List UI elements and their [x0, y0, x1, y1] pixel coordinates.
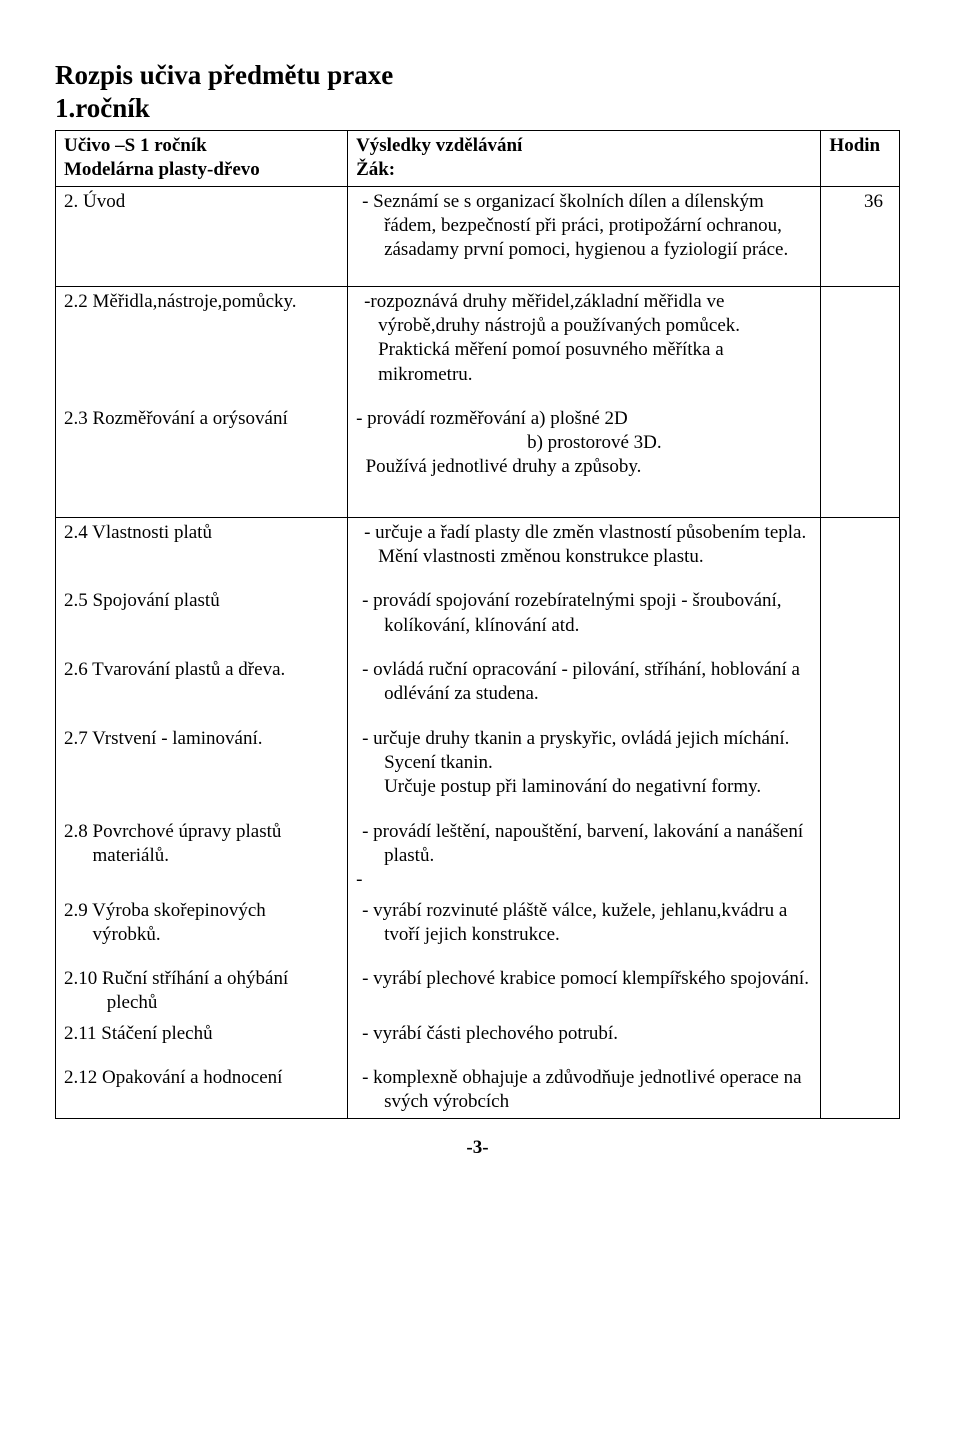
row-27-left: 2.7 Vrstvení - laminování.: [56, 724, 348, 817]
row-211-left: 2.11 Stáčení plechů: [56, 1019, 348, 1063]
row-28-mid-l2: -: [356, 868, 814, 892]
col2-header-l1: Výsledky vzdělávání: [356, 135, 522, 156]
row-22-right: [821, 286, 900, 404]
col1-header-l1: Učivo –S 1 ročník: [64, 135, 207, 156]
row-26-mid: - ovládá ruční opracování - pilování, st…: [348, 655, 821, 724]
row-29-mid: - vyrábí rozvinuté pláště válce, kužele,…: [348, 896, 821, 965]
row-22-left: 2.2 Měřidla,nástroje,pomůcky.: [56, 286, 348, 404]
row-29-left-l2: výrobků.: [64, 924, 161, 945]
row-26-right: [821, 655, 900, 724]
row-28-right: [821, 817, 900, 896]
row-26-left: 2.6 Tvarování plastů a dřeva.: [56, 655, 348, 724]
row-25-left: 2.5 Spojování plastů: [56, 586, 348, 655]
table-row: 2.9 Výroba skořepinových výrobků. - vyrá…: [56, 896, 900, 965]
row-24-right: [821, 517, 900, 586]
row-25-mid-text: - provádí spojování rozebíratelnými spoj…: [356, 589, 814, 638]
row-28-mid-l1: - provádí leštění, napouštění, barvení, …: [356, 820, 814, 869]
col3-header: Hodin: [821, 131, 900, 187]
doc-title: Rozpis učiva předmětu praxe: [55, 60, 900, 91]
row-25-right: [821, 586, 900, 655]
table-row: 2.5 Spojování plastů - provádí spojování…: [56, 586, 900, 655]
row-29-left-l1: 2.9 Výroba skořepinových: [64, 900, 266, 921]
row-29-left: 2.9 Výroba skořepinových výrobků.: [56, 896, 348, 965]
row-2-right: 36: [821, 186, 900, 286]
table-header-row: Učivo –S 1 ročník Modelárna plasty-dřevo…: [56, 131, 900, 187]
table-row: 2.2 Měřidla,nástroje,pomůcky. -rozpoznáv…: [56, 286, 900, 404]
row-29-right: [821, 896, 900, 965]
doc-subtitle: 1.ročník: [55, 93, 900, 124]
row-23-mid: - provádí rozměřování a) plošné 2D b) pr…: [348, 404, 821, 517]
row-23-mid-l3: Používá jednotlivé druhy a způsoby.: [356, 455, 814, 479]
row-27-mid-l1: - určuje druhy tkanin a pryskyřic, ovlád…: [356, 727, 814, 776]
row-27-mid-l2: Určuje postup při laminování do negativn…: [356, 775, 814, 799]
row-25-mid: - provádí spojování rozebíratelnými spoj…: [348, 586, 821, 655]
table-row: 2.11 Stáčení plechů - vyrábí části plech…: [56, 1019, 900, 1063]
table-row: 2.12 Opakování a hodnocení - komplexně o…: [56, 1063, 900, 1118]
table-row: 2.7 Vrstvení - laminování. - určuje druh…: [56, 724, 900, 817]
table-row: 2. Úvod - Seznámí se s organizací školní…: [56, 186, 900, 286]
row-23-mid-l2: b) prostorové 3D.: [356, 431, 814, 455]
row-211-mid: - vyrábí části plechového potrubí.: [348, 1019, 821, 1063]
table-row: 2.4 Vlastnosti platů - určuje a řadí pla…: [56, 517, 900, 586]
row-2-mid: - Seznámí se s organizací školních dílen…: [348, 186, 821, 286]
row-22-mid: -rozpoznává druhy měřidel,základní měřid…: [348, 286, 821, 404]
row-212-mid: - komplexně obhajuje a zdůvodňuje jednot…: [348, 1063, 821, 1118]
col2-header-l2: Žák:: [356, 159, 395, 180]
row-27-mid: - určuje druhy tkanin a pryskyřic, ovlád…: [348, 724, 821, 817]
row-24-mid-l1: - určuje a řadí plasty dle změn vlastnos…: [356, 521, 814, 545]
row-24-mid-l2: Mění vlastnosti změnou konstrukce plastu…: [356, 545, 814, 569]
row-23-mid-l1: - provádí rozměřování a) plošné 2D: [356, 407, 814, 431]
table-row: 2.10 Ruční stříhání a ohýbání plechů - v…: [56, 964, 900, 1019]
page-number: -3-: [55, 1137, 900, 1159]
row-26-mid-text: - ovládá ruční opracování - pilování, st…: [356, 658, 814, 707]
row-210-left: 2.10 Ruční stříhání a ohýbání plechů: [56, 964, 348, 1019]
row-212-left: 2.12 Opakování a hodnocení: [56, 1063, 348, 1118]
row-210-right: [821, 964, 900, 1019]
row-28-left-l1: 2.8 Povrchové úpravy plastů: [64, 821, 281, 842]
curriculum-table: Učivo –S 1 ročník Modelárna plasty-dřevo…: [55, 130, 900, 1119]
col1-header: Učivo –S 1 ročník Modelárna plasty-dřevo: [56, 131, 348, 187]
col1-header-l2: Modelárna plasty-dřevo: [64, 159, 260, 180]
col2-header: Výsledky vzdělávání Žák:: [348, 131, 821, 187]
row-24-left: 2.4 Vlastnosti platů: [56, 517, 348, 586]
row-23-left: 2.3 Rozměřování a orýsování: [56, 404, 348, 517]
row-24-mid: - určuje a řadí plasty dle změn vlastnos…: [348, 517, 821, 586]
row-210-left-l1: 2.10 Ruční stříhání a ohýbání: [64, 968, 288, 989]
row-210-left-l2: plechů: [64, 992, 157, 1013]
row-28-mid: - provádí leštění, napouštění, barvení, …: [348, 817, 821, 896]
row-2-left: 2. Úvod: [56, 186, 348, 286]
row-29-mid-text: - vyrábí rozvinuté pláště válce, kužele,…: [356, 899, 814, 948]
row-211-right: [821, 1019, 900, 1063]
row-28-left: 2.8 Povrchové úpravy plastů materiálů.: [56, 817, 348, 896]
table-row: 2.3 Rozměřování a orýsování - provádí ro…: [56, 404, 900, 517]
row-210-mid-text: - vyrábí plechové krabice pomocí klempíř…: [356, 967, 814, 991]
row-23-right: [821, 404, 900, 517]
table-row: 2.8 Povrchové úpravy plastů materiálů. -…: [56, 817, 900, 896]
row-28-left-l2: materiálů.: [64, 845, 169, 866]
row-211-mid-text: - vyrábí části plechového potrubí.: [356, 1022, 814, 1046]
row-212-mid-text: - komplexně obhajuje a zdůvodňuje jednot…: [356, 1066, 814, 1115]
row-210-mid: - vyrábí plechové krabice pomocí klempíř…: [348, 964, 821, 1019]
row-27-right: [821, 724, 900, 817]
table-row: 2.6 Tvarování plastů a dřeva. - ovládá r…: [56, 655, 900, 724]
row-212-right: [821, 1063, 900, 1118]
row-22-mid-text: -rozpoznává druhy měřidel,základní měřid…: [356, 290, 814, 387]
row-2-mid-text: - Seznámí se s organizací školních dílen…: [356, 190, 814, 263]
